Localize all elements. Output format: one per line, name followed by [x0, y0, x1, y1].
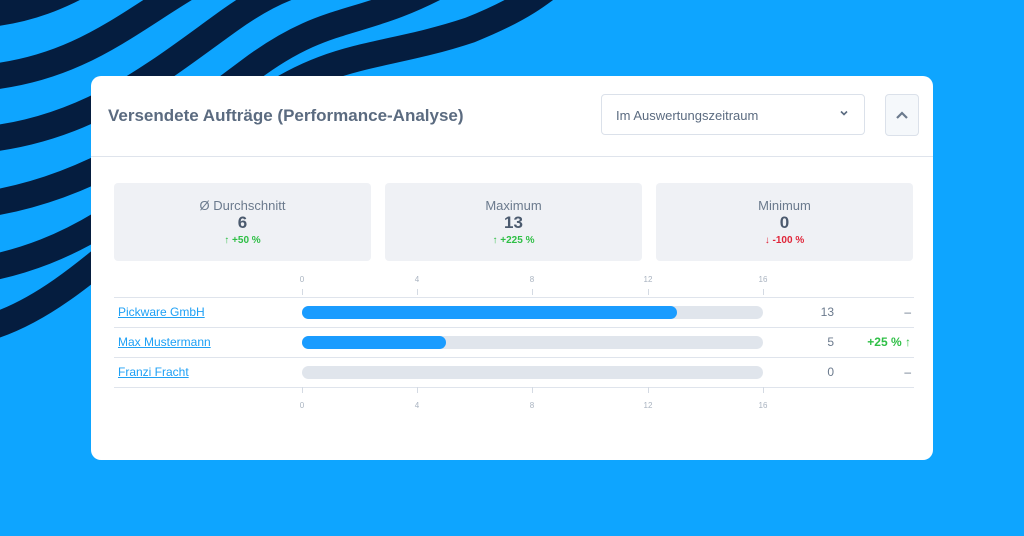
tick-mark	[532, 289, 533, 295]
bar-fill	[302, 306, 677, 319]
axis-tick: 12	[643, 401, 653, 410]
stat-change: ↓ -100 %	[764, 235, 805, 246]
row-value: 13	[820, 305, 834, 319]
axis-tick: 16	[758, 275, 768, 284]
tick-mark	[302, 289, 303, 295]
stat-card-average: Ø Durchschnitt 6 ↑ +50 %	[114, 183, 371, 261]
table-row: Pickware GmbH 13 –	[114, 297, 914, 327]
widget-header: Versendete Aufträge (Performance-Analyse…	[91, 76, 933, 157]
row-name-link[interactable]: Max Mustermann	[118, 335, 211, 349]
bar-track	[302, 366, 763, 379]
row-name-link[interactable]: Pickware GmbH	[118, 305, 205, 319]
stat-label: Ø Durchschnitt	[199, 198, 286, 213]
stat-change: ↑ +225 %	[492, 235, 535, 246]
stat-card-maximum: Maximum 13 ↑ +225 %	[385, 183, 642, 261]
tick-mark	[648, 387, 649, 393]
axis-tick: 8	[529, 275, 535, 284]
bar-track	[302, 336, 763, 349]
row-trend: +25 % ↑	[867, 335, 911, 349]
row-value: 0	[827, 365, 834, 379]
axis-tick: 16	[758, 401, 768, 410]
row-value: 5	[827, 335, 834, 349]
table-row: Max Mustermann 5 +25 % ↑	[114, 327, 914, 357]
stat-change: ↑ +50 %	[224, 235, 261, 246]
row-trend: –	[904, 365, 911, 379]
table-row: Franzi Fracht 0 –	[114, 357, 914, 388]
stat-value: 6	[237, 213, 248, 232]
stat-label: Minimum	[758, 198, 811, 213]
axis-bottom: 0 4 8 12 16	[299, 387, 767, 410]
chevron-up-icon	[896, 111, 908, 119]
widget-title: Versendete Aufträge (Performance-Analyse…	[108, 106, 464, 125]
axis-tick: 0	[299, 275, 305, 284]
tick-mark	[417, 387, 418, 393]
axis-tick: 8	[529, 401, 535, 410]
axis-top: 0 4 8 12 16	[299, 275, 767, 295]
ranking-table: Pickware GmbH 13 – Max Mustermann 5 +25 …	[114, 297, 914, 388]
period-select-value: Im Auswertungszeitraum	[616, 108, 759, 123]
tick-mark	[648, 289, 649, 295]
axis-tick: 0	[299, 401, 305, 410]
performance-widget: Versendete Aufträge (Performance-Analyse…	[91, 76, 933, 460]
tick-mark	[417, 289, 418, 295]
stat-label: Maximum	[485, 198, 542, 213]
chevron-down-icon	[840, 110, 848, 116]
axis-tick: 4	[414, 275, 420, 284]
row-name-link[interactable]: Franzi Fracht	[118, 365, 189, 379]
axis-tick: 12	[643, 275, 653, 284]
period-select[interactable]: Im Auswertungszeitraum	[601, 94, 865, 135]
tick-mark	[302, 387, 303, 393]
stat-value: 13	[504, 213, 523, 232]
collapse-button[interactable]	[885, 94, 919, 136]
stat-value: 0	[779, 213, 790, 232]
bar-track	[302, 306, 763, 319]
stat-card-minimum: Minimum 0 ↓ -100 %	[656, 183, 913, 261]
axis-tick: 4	[414, 401, 420, 410]
tick-mark	[763, 387, 764, 393]
bar-fill	[302, 336, 447, 349]
tick-mark	[532, 387, 533, 393]
row-trend: –	[904, 305, 911, 319]
tick-mark	[763, 289, 764, 295]
